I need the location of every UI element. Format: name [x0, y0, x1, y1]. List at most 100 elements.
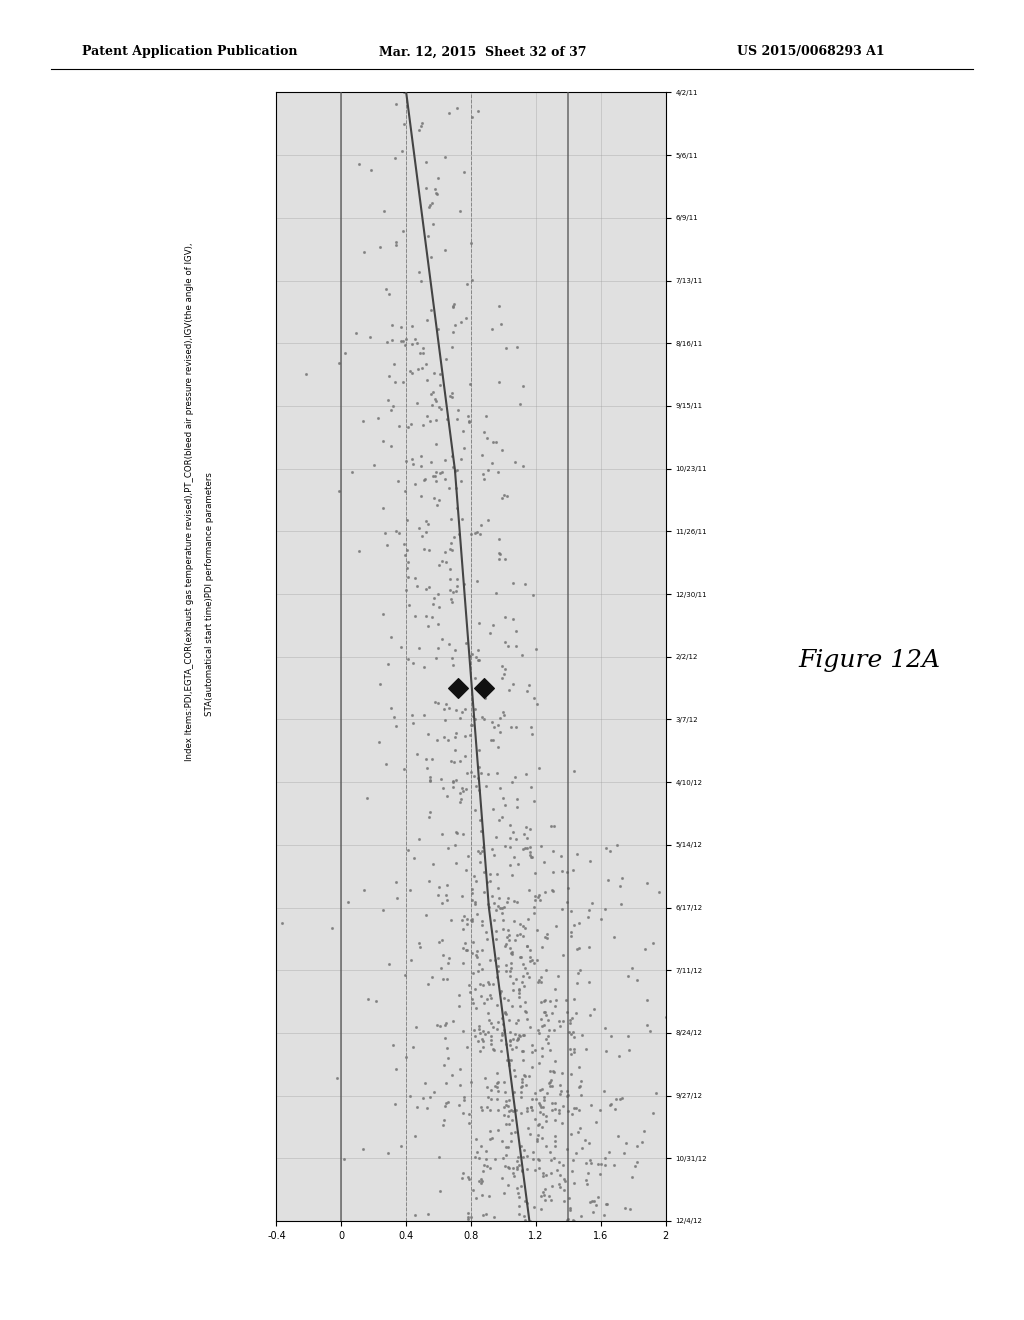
Point — [519, 838, 536, 859]
Point — [409, 743, 425, 764]
Point — [535, 1166, 551, 1187]
Point — [336, 1148, 352, 1170]
Point — [586, 1191, 602, 1212]
Point — [407, 606, 423, 627]
Point — [544, 1093, 560, 1114]
Point — [559, 1085, 575, 1106]
Point — [473, 986, 489, 1007]
Point — [468, 776, 484, 797]
Point — [516, 1191, 532, 1212]
Point — [495, 909, 511, 931]
Point — [522, 1237, 539, 1258]
Point — [411, 638, 427, 659]
Point — [509, 1028, 525, 1049]
Point — [436, 541, 453, 562]
Point — [573, 1084, 590, 1105]
Point — [454, 886, 470, 907]
Point — [413, 486, 429, 507]
Point — [426, 363, 442, 384]
Point — [532, 966, 549, 987]
Point — [476, 469, 493, 490]
Point — [428, 409, 444, 430]
Point — [470, 840, 486, 861]
Point — [273, 912, 290, 933]
Point — [395, 371, 412, 392]
Point — [439, 968, 456, 989]
Point — [444, 648, 461, 669]
Point — [446, 461, 463, 482]
Point — [601, 1140, 617, 1162]
Point — [375, 1225, 391, 1246]
Point — [393, 1135, 410, 1156]
Point — [657, 1007, 674, 1028]
Point — [457, 698, 473, 719]
Point — [489, 1011, 506, 1032]
Point — [427, 182, 443, 203]
Point — [565, 1039, 582, 1060]
Point — [462, 645, 478, 667]
Point — [536, 1089, 552, 1110]
Point — [407, 1125, 423, 1146]
Point — [455, 937, 471, 958]
Point — [505, 573, 521, 594]
Point — [524, 1140, 541, 1162]
Point — [438, 552, 455, 573]
Point — [676, 1045, 692, 1067]
Point — [498, 1034, 514, 1055]
Point — [460, 1208, 476, 1229]
Point — [432, 1015, 449, 1036]
Point — [489, 737, 506, 758]
Point — [418, 178, 434, 199]
Point — [473, 840, 489, 861]
Point — [467, 1026, 483, 1047]
Point — [511, 1196, 527, 1217]
Point — [616, 1197, 633, 1218]
Point — [518, 764, 535, 785]
Point — [765, 1012, 781, 1034]
Point — [438, 1092, 455, 1113]
Point — [620, 1213, 636, 1234]
Point — [648, 1082, 665, 1104]
Point — [597, 899, 613, 920]
Point — [559, 862, 575, 883]
Point — [579, 1173, 595, 1195]
Point — [464, 1239, 480, 1261]
Point — [651, 882, 668, 903]
Point — [556, 1171, 572, 1192]
Point — [359, 989, 376, 1010]
Point — [624, 957, 640, 978]
Point — [298, 364, 314, 385]
Point — [529, 950, 546, 972]
Point — [476, 708, 493, 729]
Point — [469, 81, 485, 102]
Point — [497, 896, 513, 917]
Point — [558, 990, 574, 1011]
Point — [478, 1148, 495, 1170]
Point — [457, 746, 473, 767]
Point — [527, 862, 544, 883]
Point — [506, 1060, 522, 1081]
Point — [463, 1206, 479, 1228]
Point — [694, 842, 711, 863]
Point — [561, 1010, 578, 1031]
Point — [552, 845, 568, 866]
Point — [496, 1019, 512, 1040]
Point — [424, 748, 440, 770]
Point — [394, 141, 411, 162]
Point — [471, 1147, 487, 1168]
Point — [476, 1068, 493, 1089]
Point — [597, 1148, 613, 1170]
Point — [398, 579, 415, 601]
Point — [455, 702, 471, 723]
Point — [486, 1076, 503, 1097]
Point — [422, 770, 438, 791]
Point — [484, 711, 501, 733]
Point — [559, 1001, 575, 1022]
Point — [516, 1139, 532, 1160]
Point — [420, 226, 436, 247]
Point — [494, 1024, 510, 1045]
Point — [540, 1008, 556, 1030]
Point — [440, 838, 457, 859]
Point — [536, 851, 552, 873]
Point — [454, 909, 470, 931]
